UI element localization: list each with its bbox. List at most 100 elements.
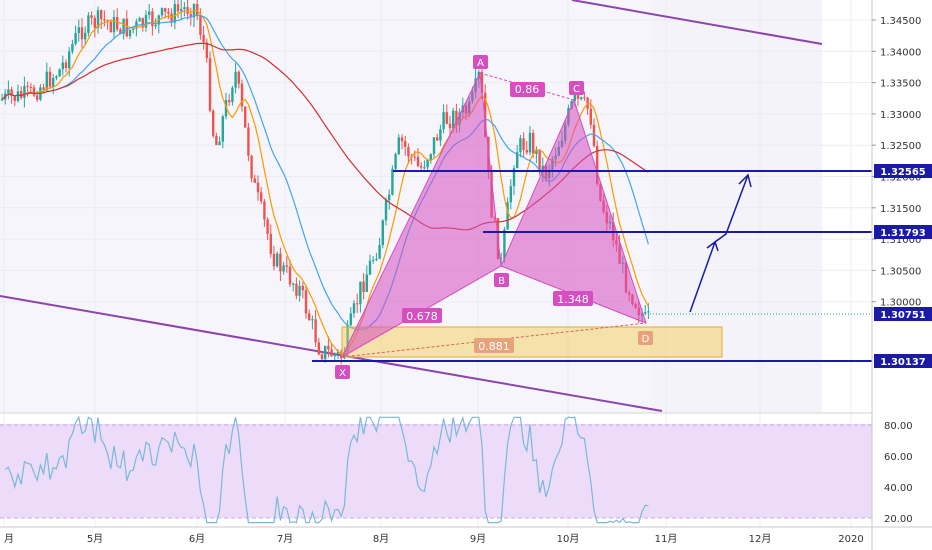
rsi-tick-label: 40.00 bbox=[884, 483, 913, 494]
candle-body bbox=[55, 76, 58, 78]
candle-body bbox=[372, 259, 375, 261]
svg-text:1.30137: 1.30137 bbox=[880, 357, 926, 368]
candle-body bbox=[173, 4, 176, 23]
svg-text:1.31793: 1.31793 bbox=[880, 228, 926, 239]
candle-body bbox=[484, 92, 487, 137]
candle-body bbox=[413, 156, 416, 158]
candle-body bbox=[256, 182, 260, 193]
candle-body bbox=[7, 89, 10, 94]
candle-body bbox=[77, 27, 80, 34]
candle-body bbox=[167, 11, 170, 14]
candle-body bbox=[269, 233, 272, 254]
candle-body bbox=[535, 149, 538, 155]
svg-text:1.30751: 1.30751 bbox=[880, 310, 926, 321]
candle-body bbox=[29, 87, 32, 89]
candle-body bbox=[180, 9, 183, 12]
candle-body bbox=[253, 178, 256, 183]
candle-body bbox=[429, 154, 432, 160]
candle-body bbox=[644, 312, 647, 314]
candle-body bbox=[384, 200, 388, 221]
candle-body bbox=[324, 346, 327, 360]
candle-body bbox=[442, 112, 445, 130]
candle-body bbox=[426, 159, 429, 168]
candle-body bbox=[516, 152, 519, 169]
svg-text:A: A bbox=[477, 58, 484, 69]
candle-body bbox=[176, 4, 180, 12]
candle-body bbox=[500, 258, 503, 260]
rsi-tick-label: 20.00 bbox=[884, 514, 913, 525]
candle-body bbox=[90, 15, 93, 18]
candle-body bbox=[122, 18, 125, 35]
svg-text:B: B bbox=[498, 276, 505, 287]
candle-body bbox=[288, 266, 292, 285]
svg-text:0.881: 0.881 bbox=[478, 340, 510, 353]
candle-body bbox=[330, 349, 333, 357]
candle-body bbox=[151, 11, 154, 27]
candle-body bbox=[164, 8, 167, 12]
candle-body bbox=[573, 93, 576, 102]
candle-body bbox=[333, 353, 336, 357]
candle-body bbox=[154, 24, 157, 27]
price-axis[interactable]: 1.345001.340001.335001.330001.325001.320… bbox=[872, 16, 921, 309]
tag-current: 1.30751 bbox=[874, 307, 932, 321]
candle-body bbox=[276, 253, 279, 267]
candle-body bbox=[407, 146, 410, 157]
point-x: X bbox=[335, 365, 350, 379]
candle-body bbox=[215, 135, 218, 146]
tag-level-3: 1.30137 bbox=[874, 354, 932, 368]
candle-body bbox=[452, 110, 455, 129]
candle-body bbox=[580, 97, 583, 99]
candle-body bbox=[394, 154, 397, 169]
candle-body bbox=[340, 351, 343, 359]
time-tick-label: 9月 bbox=[470, 533, 486, 545]
candle-body bbox=[455, 110, 458, 125]
candle-body bbox=[205, 42, 208, 59]
candle-body bbox=[58, 69, 61, 77]
candle-body bbox=[80, 27, 84, 40]
candle-body bbox=[356, 303, 359, 305]
candle-body bbox=[480, 71, 484, 93]
candle-body bbox=[116, 17, 119, 30]
candle-body bbox=[148, 11, 151, 15]
tag-level-1: 1.32565 bbox=[874, 164, 932, 178]
candle-body bbox=[647, 311, 650, 313]
candle-body bbox=[128, 29, 132, 37]
candle-body bbox=[266, 219, 269, 234]
candle-body bbox=[240, 83, 244, 107]
candle-body bbox=[199, 16, 202, 35]
candle-body bbox=[368, 260, 372, 275]
candle-body bbox=[522, 138, 525, 150]
candle-body bbox=[362, 281, 365, 292]
candle-body bbox=[391, 168, 394, 195]
candle-body bbox=[378, 244, 381, 259]
time-axis[interactable]: 月 5月 6月 7月 8月 9月 10月 11月 12月 2020 bbox=[4, 533, 864, 545]
svg-text:0.678: 0.678 bbox=[406, 310, 438, 323]
candle-body bbox=[42, 87, 45, 90]
candle-body bbox=[231, 87, 234, 103]
price-tick-label: 1.32500 bbox=[880, 141, 921, 152]
candle-body bbox=[416, 156, 420, 167]
rsi-line bbox=[4, 415, 649, 524]
time-tick-label: 12月 bbox=[749, 533, 772, 545]
point-b: B bbox=[494, 273, 509, 287]
candle-body bbox=[138, 18, 141, 22]
time-tick-label: 11月 bbox=[655, 533, 678, 545]
rsi-tick-label: 60.00 bbox=[884, 452, 913, 463]
candle-body bbox=[103, 19, 106, 21]
candle-body bbox=[285, 265, 288, 267]
candle-body bbox=[125, 18, 128, 37]
candle-body bbox=[84, 32, 87, 40]
candle-body bbox=[352, 303, 356, 314]
candle-body bbox=[388, 194, 391, 201]
candle-body bbox=[448, 123, 452, 129]
candle-body bbox=[295, 283, 298, 296]
candle-body bbox=[576, 93, 580, 99]
candle-body bbox=[20, 91, 23, 98]
candle-body bbox=[93, 17, 96, 28]
time-tick-label: 7月 bbox=[277, 533, 293, 545]
candle-body bbox=[423, 167, 426, 169]
candle-body bbox=[512, 168, 516, 187]
candle-body bbox=[234, 71, 237, 88]
